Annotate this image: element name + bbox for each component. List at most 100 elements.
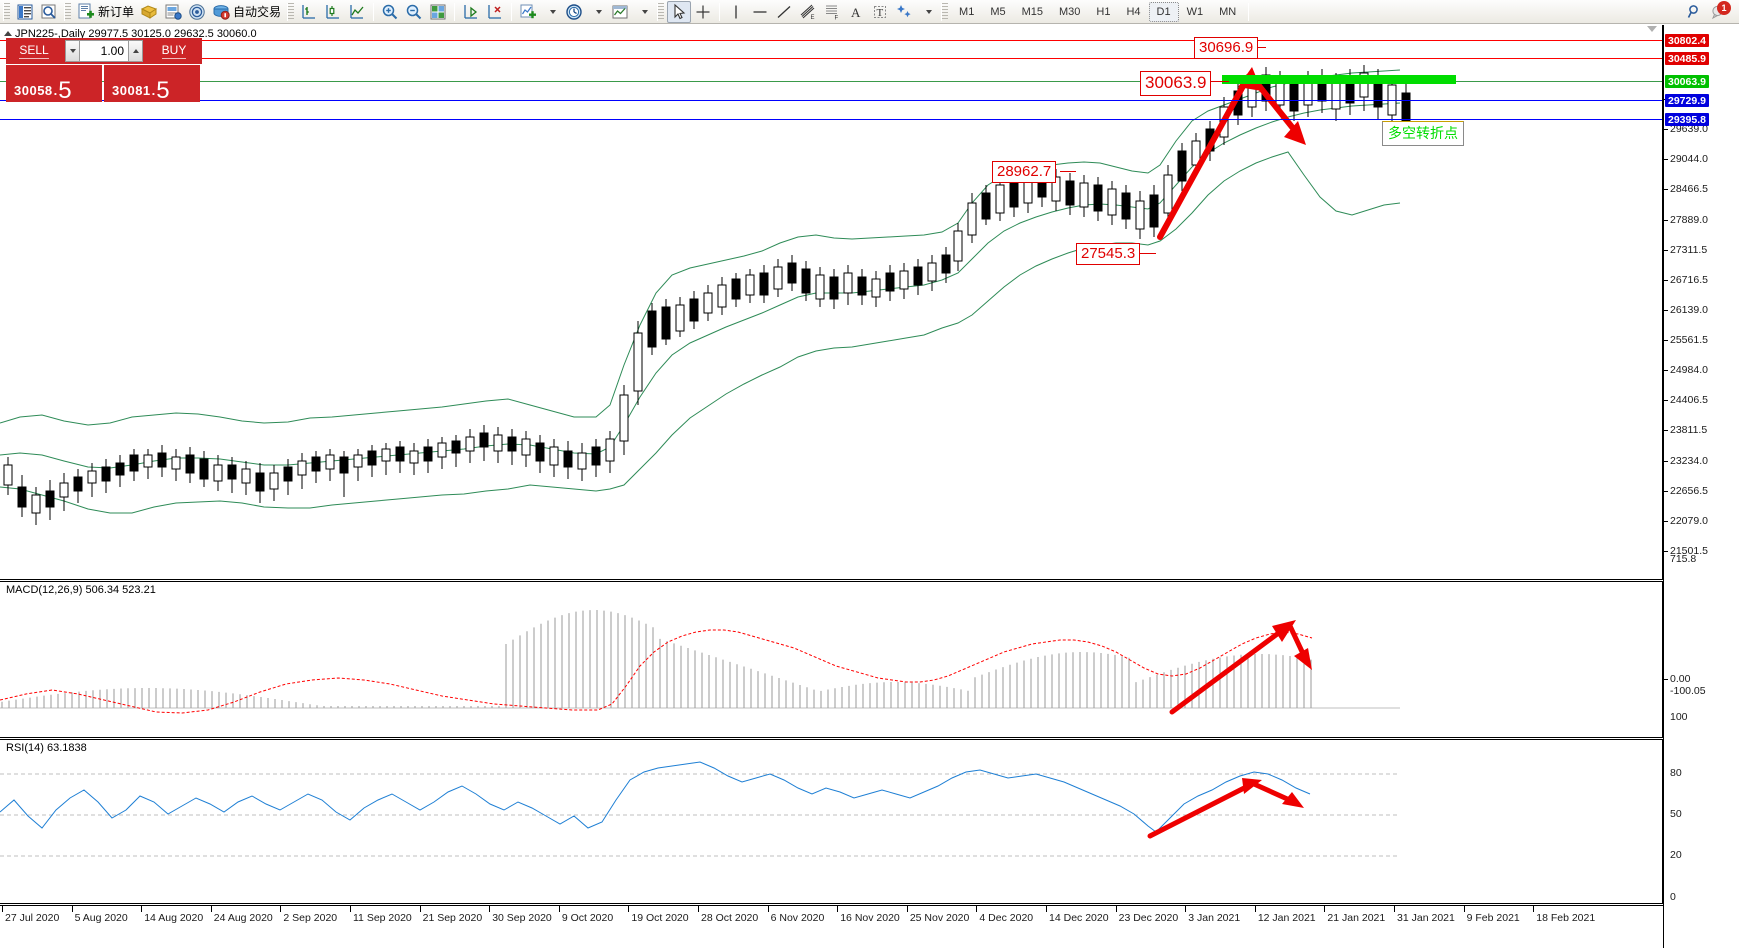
price-badge-current: 30063.9 <box>1665 75 1709 88</box>
main-price-pane[interactable]: 30696.9 30063.9 28962.7 27545.3 多空转折点 JP… <box>0 25 1663 580</box>
line-chart-button[interactable] <box>345 1 369 23</box>
sell-button[interactable]: SELL <box>6 38 62 64</box>
candlestick-chart-button[interactable] <box>321 1 345 23</box>
new-order-button[interactable]: 新订单 <box>74 1 137 23</box>
leader-line-28962 <box>1060 171 1076 172</box>
toolbar-grip-5[interactable] <box>941 2 949 21</box>
rsi-pane[interactable]: RSI(14) 63.1838 <box>0 739 1663 904</box>
collapse-triangle-icon[interactable] <box>4 31 12 36</box>
text-button[interactable]: A <box>844 1 868 23</box>
svg-text:A: A <box>851 5 861 20</box>
zoom-out-button[interactable] <box>402 1 426 23</box>
price-axis-tick-label: 29639.0 <box>1670 123 1708 136</box>
timeframe-m30[interactable]: M30 <box>1051 2 1088 22</box>
price-series-layer <box>0 65 1411 525</box>
horizontal-line-button[interactable] <box>748 1 772 23</box>
rsi-axis-tick-100: 100 <box>1664 711 1739 723</box>
macd-pane[interactable]: MACD(12,26,9) 506.34 523.21 <box>0 581 1663 738</box>
bid-price-display[interactable]: 30058 . 5 <box>6 65 102 103</box>
time-axis-vline <box>141 906 143 912</box>
toolbar-grip-4[interactable] <box>657 2 665 21</box>
price-label-30063[interactable]: 30063.9 <box>1140 71 1212 96</box>
shapes-dropdown[interactable] <box>916 1 938 23</box>
timeframe-w1[interactable]: W1 <box>1179 2 1212 22</box>
expert-advisors-button[interactable] <box>137 1 161 23</box>
timeframe-m5[interactable]: M5 <box>982 2 1013 22</box>
price-axis-tick-2: 29044.0 <box>1664 153 1739 165</box>
templates-button[interactable] <box>608 1 632 23</box>
tile-windows-button[interactable] <box>426 1 450 23</box>
macd-axis-tick-zero-label: 0.00 <box>1670 673 1691 685</box>
volume-input[interactable]: 1.00 <box>80 40 128 62</box>
buy-button[interactable]: BUY <box>146 38 202 64</box>
volume-stepper: 1.00 <box>62 38 146 64</box>
add-indicator-button[interactable] <box>516 1 540 23</box>
supply-demand-zone <box>1222 75 1456 84</box>
timeframe-d1[interactable]: D1 <box>1148 1 1179 22</box>
price-label-27545[interactable]: 27545.3 <box>1076 243 1141 265</box>
crosshair-button[interactable] <box>691 1 715 23</box>
cursor-button[interactable] <box>667 0 692 23</box>
add-indicator-dropdown[interactable] <box>540 1 562 23</box>
symbol-header-text: JPN225-,Daily 29977.5 30125.0 29632.5 30… <box>15 28 257 40</box>
price-axis[interactable]: 30216.529639.029044.028466.527889.027311… <box>1663 25 1739 948</box>
turning-point-note[interactable]: 多空转折点 <box>1382 121 1464 146</box>
timeframe-m1[interactable]: M1 <box>951 2 982 22</box>
chevron-down-icon <box>595 9 602 14</box>
price-label-28962[interactable]: 28962.7 <box>992 161 1057 183</box>
toolbar-grip-2[interactable] <box>64 2 71 21</box>
toolbar-grip[interactable] <box>3 2 10 21</box>
period-button[interactable] <box>562 1 586 23</box>
text-label-button[interactable]: T <box>868 1 892 23</box>
time-axis-tick-label: 30 Sep 2020 <box>492 912 552 924</box>
bid-price-integer: 30058 <box>14 83 53 98</box>
bar-chart-button[interactable] <box>297 1 321 23</box>
price-axis-dash <box>1664 129 1668 131</box>
equidistant-channel-button[interactable]: E <box>796 1 820 23</box>
volume-decrement-button[interactable] <box>65 40 80 62</box>
chevron-down-icon <box>69 49 76 53</box>
signals-button[interactable] <box>185 1 209 23</box>
price-axis-tick-6: 26716.5 <box>1664 274 1739 286</box>
trendline-button[interactable] <box>772 1 796 23</box>
price-axis-tick-label: 23811.5 <box>1670 424 1708 437</box>
market-watch-button[interactable] <box>13 1 37 23</box>
timeframe-m15[interactable]: M15 <box>1014 2 1051 22</box>
price-axis-tick-13: 22656.5 <box>1664 485 1739 497</box>
svg-text:E: E <box>811 15 815 21</box>
time-axis-vline <box>906 906 908 912</box>
rsi-axis-tick-0-label: 0 <box>1670 891 1676 903</box>
macd-axis-tick-top: 715.8 <box>1664 553 1739 565</box>
period-dropdown[interactable] <box>586 1 608 23</box>
templates-dropdown[interactable] <box>632 1 654 23</box>
auto-trading-button[interactable]: 自动交易 <box>209 1 284 23</box>
vertical-line-button[interactable] <box>724 1 748 23</box>
toolbar-grip-3[interactable] <box>287 2 295 21</box>
price-axis-dash <box>1664 309 1668 311</box>
search-icon[interactable] <box>1683 1 1707 23</box>
timeframe-h4[interactable]: H4 <box>1118 2 1148 22</box>
price-axis-dash <box>1664 370 1668 372</box>
zoom-in-button[interactable] <box>378 1 402 23</box>
price-axis-tick-label: 29044.0 <box>1670 153 1708 166</box>
scroll-up-arrow[interactable] <box>1647 26 1657 32</box>
macd-pane-canvas: MACD(12,26,9) 506.34 523.21 <box>0 582 1662 737</box>
strategy-tester-button[interactable] <box>161 1 185 23</box>
ask-price-display[interactable]: 30081 . 5 <box>104 65 200 103</box>
timeframe-mn[interactable]: MN <box>1211 2 1244 22</box>
buy-button-label: BUY <box>161 43 187 59</box>
price-label-30696[interactable]: 30696.9 <box>1194 37 1259 59</box>
data-window-button[interactable] <box>37 1 61 23</box>
shapes-button[interactable] <box>892 1 916 23</box>
volume-increment-button[interactable] <box>128 40 143 62</box>
timeframe-h1[interactable]: H1 <box>1088 2 1118 22</box>
notifications-icon[interactable]: 1 <box>1707 0 1731 23</box>
fibonacci-button[interactable]: F <box>820 1 844 23</box>
toolbar-separator-5 <box>1248 2 1250 21</box>
auto-scroll-button[interactable] <box>459 1 483 23</box>
time-axis-tick-label: 9 Feb 2021 <box>1466 912 1520 924</box>
chevron-down-icon <box>641 9 648 14</box>
price-axis-tick-10: 24406.5 <box>1664 394 1739 406</box>
chart-shift-button[interactable] <box>483 1 507 23</box>
timeframe-h1-label: H1 <box>1096 5 1111 18</box>
